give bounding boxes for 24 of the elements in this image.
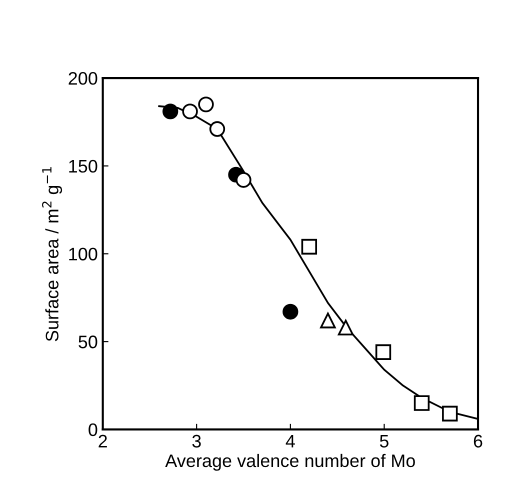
y-tick-label: 150 (69, 160, 98, 173)
x-tick-label: 4 (286, 434, 295, 448)
point (414, 395, 430, 411)
y-tick-label: 50 (78, 336, 98, 348)
point (162, 104, 178, 120)
x-axis-title: Average valence number of Mo (165, 454, 415, 471)
point (375, 344, 392, 360)
point (209, 121, 226, 137)
x-tick-label: 2 (98, 434, 107, 448)
point (236, 172, 252, 188)
point (338, 320, 354, 336)
point (282, 304, 298, 320)
point (320, 312, 336, 328)
point (442, 406, 458, 422)
point (182, 104, 198, 120)
y-tick-label: 100 (69, 248, 98, 260)
x-tick-label: 6 (474, 434, 482, 448)
x-tick-label: 5 (380, 434, 388, 448)
y-tick-label: 200 (68, 72, 98, 85)
y-axis-title: Surface area / m$^{2}$ g$^{−1}$ (42, 167, 62, 342)
y-tick-label: 0 (88, 423, 98, 436)
point (198, 96, 214, 112)
x-tick-label: 3 (192, 434, 201, 448)
point (301, 238, 318, 255)
